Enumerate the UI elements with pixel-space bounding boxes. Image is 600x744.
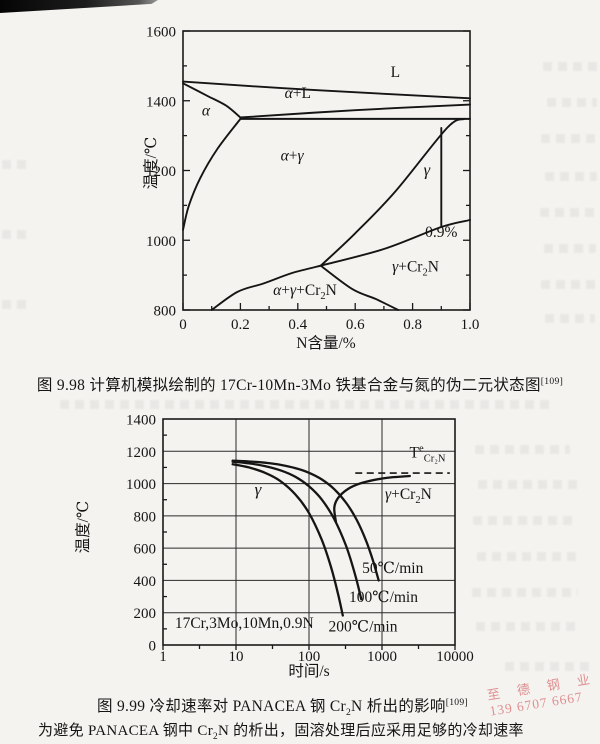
region-label: 17Cr,3Mo,10Mn,0.9N bbox=[175, 615, 314, 632]
y-axis-title: 温度/℃ bbox=[142, 137, 160, 190]
region-label: α+γ+Cr2N bbox=[273, 282, 337, 302]
bleed-through-noise bbox=[547, 98, 597, 107]
y-axis-title: 温度/℃ bbox=[74, 501, 92, 554]
x-tick-label: 0.2 bbox=[231, 317, 250, 333]
fig-9-98: 800 1000 1200 1400 1600 0 0.2 0.4 0.6 0.8 1.0 N含量/%… bbox=[142, 25, 479, 353]
bleed-through-noise bbox=[2, 160, 32, 169]
y-tick-label: 1000 bbox=[126, 477, 156, 493]
curve-200-min-cooling-curve bbox=[231, 463, 344, 617]
x-axis-title: N含量/% bbox=[296, 334, 356, 352]
x-tick-label: 0 bbox=[179, 317, 187, 333]
y-tick-label: 0 bbox=[149, 639, 157, 655]
phase-boundary-liquidus bbox=[182, 80, 471, 100]
x-tick-label: 1 bbox=[159, 649, 167, 665]
y-tick-label: 600 bbox=[134, 542, 157, 558]
figure-9-99-caption: 图 9.99 冷却速率对 PANACEA 钢 Cr2N 析出的影响[109] bbox=[97, 696, 468, 719]
y-tick-label: 200 bbox=[134, 606, 157, 622]
x-tick-label: 1.0 bbox=[461, 317, 480, 333]
phase-boundary-gamma-to-gammaCr2N bbox=[319, 219, 471, 267]
y-tick-label: 400 bbox=[134, 574, 157, 590]
bleed-through-noise bbox=[540, 208, 597, 217]
bleed-through-noise bbox=[2, 300, 32, 309]
bleed-through-noise bbox=[475, 445, 570, 454]
phase-boundary-alpha-to-alphagamma bbox=[182, 117, 242, 231]
region-label: 100℃/min bbox=[349, 589, 418, 606]
bleed-through-noise bbox=[477, 552, 577, 561]
region-label: α+L bbox=[285, 85, 311, 102]
bleed-through-noise bbox=[541, 280, 597, 289]
x-axis-title: 时间/s bbox=[288, 662, 329, 680]
region-label: L bbox=[391, 64, 400, 81]
bleed-through-noise bbox=[545, 314, 595, 323]
phase-boundary-alpha-liquidus-left bbox=[182, 82, 242, 119]
curve-100-min-cooling-curve bbox=[231, 460, 363, 601]
region-label: γ bbox=[424, 160, 431, 179]
region-label: α+γ bbox=[281, 148, 305, 165]
y-tick-label: 1600 bbox=[146, 25, 176, 41]
bleed-through-noise bbox=[472, 588, 578, 597]
x-tick-label: 100 bbox=[298, 649, 321, 665]
x-tick-label: 10 bbox=[229, 649, 244, 665]
region-label: γ+Cr2N bbox=[392, 258, 439, 278]
region-label: α bbox=[202, 103, 211, 120]
phase-boundary-alphagamma-to-gamma bbox=[319, 117, 466, 267]
region-label: 200℃/min bbox=[328, 618, 397, 635]
region-label: 0.9% bbox=[425, 224, 457, 241]
bleed-through-noise bbox=[505, 662, 593, 671]
bleed-through-noise bbox=[473, 516, 578, 525]
bleed-through-noise bbox=[60, 400, 550, 409]
x-tick-label: 0.6 bbox=[346, 317, 365, 333]
bleed-through-noise bbox=[541, 134, 598, 143]
phase-boundary-alphagammaCr2N-right bbox=[319, 264, 400, 311]
y-tick-label: 1200 bbox=[146, 164, 176, 180]
x-tick-label: 0.4 bbox=[288, 317, 307, 333]
y-tick-label: 1000 bbox=[146, 234, 176, 250]
bleed-through-noise bbox=[544, 244, 596, 253]
bleed-through-noise bbox=[2, 230, 32, 239]
region-label: 50℃/min bbox=[362, 560, 424, 577]
bleed-through-noise bbox=[543, 62, 598, 71]
bleed-through-noise bbox=[545, 172, 597, 181]
figure-9-98-caption: 图 9.98 计算机模拟绘制的 17Cr-10Mn-3Mo 铁基合金与氮的伪二元… bbox=[36, 375, 564, 394]
region-label: γ bbox=[255, 480, 263, 499]
phase-boundary-alphagammaCr2N-left bbox=[210, 264, 322, 311]
equilibrium-temperature-label: TeCr₂N bbox=[410, 444, 446, 465]
body-text-line: 为避免 PANACEA 钢中 Cr2N 的析出，固溶处理后应采用足够的冷却速率 bbox=[38, 723, 524, 742]
y-tick-label: 1200 bbox=[126, 445, 156, 461]
y-tick-label: 800 bbox=[154, 304, 177, 320]
x-tick-label: 0.8 bbox=[403, 317, 422, 333]
x-tick-label: 1000 bbox=[367, 649, 397, 665]
x-tick-label: 10000 bbox=[436, 649, 474, 665]
phase-boundary-alpha-plus-L-lower bbox=[239, 103, 471, 119]
y-tick-label: 800 bbox=[134, 509, 157, 525]
curve-50-min-cooling-curve bbox=[231, 459, 380, 582]
fig-9-99: 0 200 400 600 800 1000 1200 1400 1 10 100 1000 10000… bbox=[74, 413, 474, 681]
bleed-through-noise bbox=[478, 480, 578, 489]
region-label: γ+Cr2N bbox=[385, 486, 432, 506]
y-tick-label: 1400 bbox=[146, 94, 176, 110]
y-tick-label: 1400 bbox=[126, 413, 156, 429]
bleed-through-noise bbox=[476, 622, 576, 631]
curve-Cr2N-precipitation-start-C-curve- bbox=[333, 474, 411, 524]
